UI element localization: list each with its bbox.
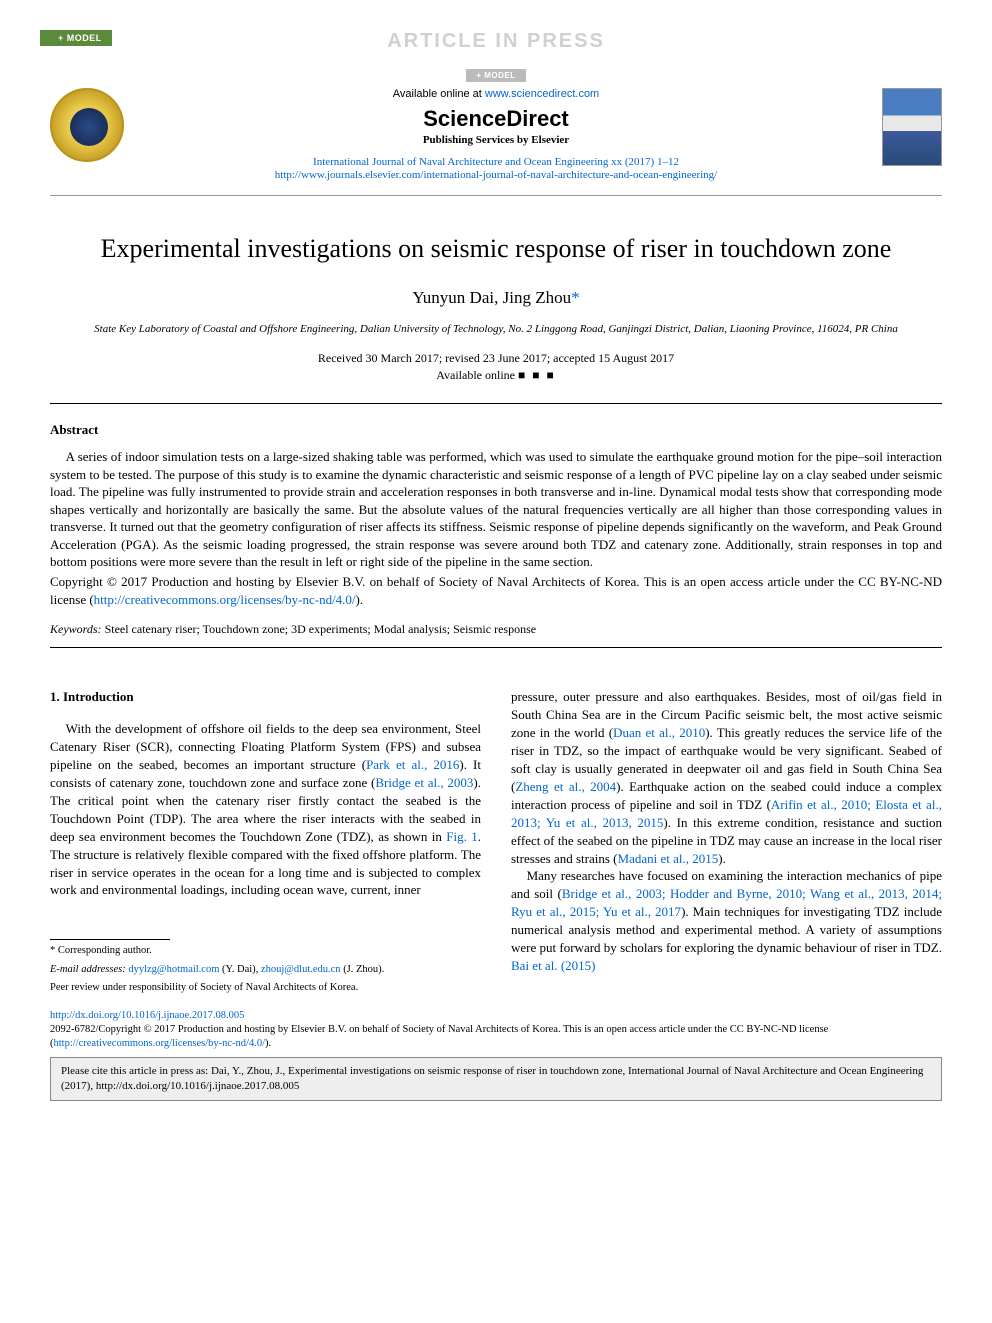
journal-reference-link[interactable]: International Journal of Naval Architect…	[313, 156, 679, 168]
authors-line: Yunyun Dai, Jing Zhou*	[50, 288, 942, 308]
model-badge: + MODEL	[40, 30, 112, 46]
article-in-press-banner: ARTICLE IN PRESS	[50, 30, 942, 53]
corresponding-author-note: * Corresponding author.	[50, 944, 481, 958]
email-dai-link[interactable]: dyylzg@hotmail.com	[128, 964, 219, 975]
author-2: Jing Zhou	[503, 288, 571, 307]
column-right: pressure, outer pressure and also earthq…	[511, 688, 942, 995]
available-online-line: Available online at www.sciencedirect.co…	[140, 88, 852, 100]
keywords-line: Keywords: Steel catenary riser; Touchdow…	[50, 622, 942, 637]
sciencedirect-link[interactable]: www.sciencedirect.com	[485, 88, 599, 100]
section-1-heading: 1. Introduction	[50, 688, 481, 706]
citation-bai-2015[interactable]: Bai et al. (2015)	[511, 958, 595, 973]
page: + MODEL ARTICLE IN PRESS + MODEL Availab…	[0, 0, 992, 1121]
publishing-services-label: Publishing Services by Elsevier	[140, 134, 852, 146]
email-addresses-note: E-mail addresses: dyylzg@hotmail.com (Y.…	[50, 963, 481, 977]
intro-paragraph-2: Many researches have focused on examinin…	[511, 867, 942, 975]
citation-duan-2010[interactable]: Duan et al., 2010	[613, 725, 705, 740]
journal-homepage-link[interactable]: http://www.journals.elsevier.com/interna…	[275, 169, 717, 181]
body-columns: 1. Introduction With the development of …	[50, 688, 942, 995]
header-block: Available online at www.sciencedirect.co…	[50, 88, 942, 189]
header-rule	[50, 195, 942, 196]
cite-this-article-box: Please cite this article in press as: Da…	[50, 1057, 942, 1101]
footnote-rule	[50, 939, 170, 940]
column-left: 1. Introduction With the development of …	[50, 688, 481, 995]
license-link[interactable]: http://creativecommons.org/licenses/by-n…	[94, 592, 356, 607]
figure-1-link[interactable]: Fig. 1	[446, 829, 477, 844]
intro-paragraph-1-cont: pressure, outer pressure and also earthq…	[511, 688, 942, 867]
intro-paragraph-1: With the development of offshore oil fie…	[50, 720, 481, 899]
article-dates: Received 30 March 2017; revised 23 June …	[50, 351, 942, 366]
citation-zheng-2004[interactable]: Zheng et al., 2004	[515, 779, 616, 794]
corresponding-mark: *	[571, 288, 580, 307]
sub-model-badge: + MODEL	[50, 66, 942, 82]
citation-bridge-2003[interactable]: Bridge et al., 2003	[375, 775, 473, 790]
abstract-text: A series of indoor simulation tests on a…	[50, 448, 942, 571]
available-online-date: Available online ■ ■ ■	[50, 368, 942, 383]
citation-madani-2015[interactable]: Madani et al., 2015	[618, 851, 719, 866]
abstract-bottom-rule	[50, 647, 942, 648]
sciencedirect-logo: ScienceDirect	[140, 106, 852, 132]
email-zhou-link[interactable]: zhouj@dlut.edu.cn	[261, 964, 341, 975]
top-banner: + MODEL ARTICLE IN PRESS	[50, 30, 942, 58]
footer-license-link[interactable]: http://creativecommons.org/licenses/by-n…	[54, 1038, 266, 1049]
author-1: Yunyun Dai	[412, 288, 494, 307]
doi-link[interactable]: http://dx.doi.org/10.1016/j.ijnaoe.2017.…	[50, 1010, 244, 1021]
footer-block: http://dx.doi.org/10.1016/j.ijnaoe.2017.…	[50, 1009, 942, 1101]
issn-copyright-line: 2092-6782/Copyright © 2017 Production an…	[50, 1023, 942, 1051]
peer-review-note: Peer review under responsibility of Soci…	[50, 981, 481, 995]
citation-park-2016[interactable]: Park et al., 2016	[366, 757, 459, 772]
abstract-heading: Abstract	[50, 422, 942, 438]
journal-cover-icon	[882, 88, 942, 166]
affiliation: State Key Laboratory of Coastal and Offs…	[50, 322, 942, 337]
society-logo-icon	[50, 88, 124, 162]
abstract-top-rule	[50, 403, 942, 404]
article-title: Experimental investigations on seismic r…	[50, 232, 942, 266]
copyright-line: Copyright © 2017 Production and hosting …	[50, 573, 942, 608]
